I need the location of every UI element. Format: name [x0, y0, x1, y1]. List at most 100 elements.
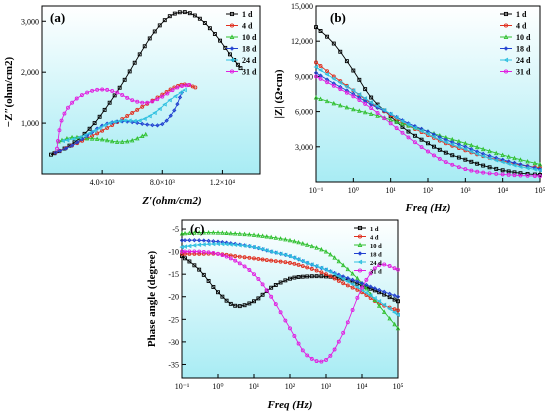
data-point	[168, 113, 173, 118]
data-point	[242, 255, 247, 260]
data-point	[264, 288, 269, 293]
data-point	[97, 125, 102, 131]
data-point	[300, 241, 306, 246]
data-point	[192, 251, 197, 256]
data-point	[382, 262, 387, 267]
data-point	[372, 288, 377, 293]
data-point	[309, 274, 314, 279]
data-point	[437, 156, 442, 161]
data-point	[475, 161, 480, 166]
data-point	[252, 272, 256, 277]
legend: 1 d 4 d10 d 18 d24 d 31 d	[354, 225, 382, 276]
x-tick-label: 10⁴	[357, 382, 368, 391]
x-tick-label: 10⁴	[497, 186, 508, 195]
data-point	[344, 104, 350, 110]
x-tick-label: 10²	[285, 382, 296, 391]
series-line	[315, 72, 541, 170]
y-tick-label: 1,000	[21, 119, 39, 128]
data-point	[351, 94, 356, 99]
data-point	[114, 139, 120, 144]
data-point	[235, 62, 240, 67]
series-line	[181, 243, 399, 316]
data-point	[218, 38, 223, 43]
data-point	[345, 283, 350, 288]
data-point	[120, 92, 125, 97]
data-point	[175, 101, 180, 107]
data-point	[69, 143, 75, 148]
data-point	[180, 84, 184, 88]
data-point	[157, 23, 162, 28]
data-point	[355, 281, 360, 286]
data-point	[228, 301, 233, 306]
data-point	[186, 243, 192, 249]
data-point	[309, 262, 314, 267]
legend-entry: 4 d	[516, 22, 527, 31]
data-point	[251, 244, 256, 250]
data-point	[207, 26, 212, 31]
data-point	[202, 21, 207, 25]
data-point	[179, 238, 185, 243]
data-point	[314, 245, 319, 250]
x-tick-label: 10³	[460, 186, 471, 195]
data-point	[372, 296, 377, 301]
data-point	[167, 97, 172, 103]
data-point	[95, 87, 100, 92]
data-point	[375, 103, 380, 109]
data-point	[345, 275, 350, 281]
data-point	[152, 29, 157, 34]
series-line	[56, 84, 190, 149]
data-point	[377, 290, 382, 295]
data-point	[331, 100, 337, 106]
data-point	[197, 249, 202, 254]
data-point	[112, 93, 117, 98]
legend-entry: 31 d	[242, 68, 257, 77]
panel-a-plot-area	[41, 5, 261, 175]
data-point	[376, 303, 382, 308]
data-point	[377, 287, 382, 293]
data-point	[309, 266, 314, 271]
data-point	[110, 89, 115, 93]
data-point	[338, 84, 343, 90]
data-point	[247, 268, 252, 272]
data-point	[125, 95, 130, 100]
data-point	[92, 121, 97, 126]
data-point	[252, 256, 256, 261]
data-point	[300, 348, 305, 353]
data-point	[232, 231, 238, 236]
legend-entry: 1 d	[516, 10, 527, 19]
data-point	[487, 165, 492, 170]
data-point	[64, 137, 70, 143]
data-point	[319, 246, 324, 252]
data-point	[135, 99, 140, 104]
data-point	[115, 90, 120, 95]
data-point	[107, 100, 112, 105]
data-point	[392, 293, 397, 298]
legend-entry: 1 d	[370, 226, 379, 233]
data-point	[392, 321, 397, 327]
x-tick-label: 10³	[321, 382, 332, 391]
data-point	[369, 106, 374, 111]
data-point	[247, 231, 252, 237]
data-point	[273, 250, 278, 255]
data-point	[336, 278, 341, 283]
data-point	[95, 131, 100, 136]
legend-marker	[229, 34, 235, 40]
data-point	[160, 92, 165, 97]
data-point	[212, 32, 217, 36]
data-point	[392, 307, 397, 312]
data-point	[532, 167, 537, 172]
data-point	[469, 159, 474, 164]
data-point	[147, 113, 152, 119]
data-point	[305, 353, 310, 358]
data-point	[375, 113, 380, 118]
data-point	[325, 69, 330, 74]
data-point	[372, 297, 378, 302]
data-point	[525, 165, 530, 171]
data-point	[395, 312, 400, 318]
y-tick-label: -35	[168, 360, 179, 369]
data-point	[328, 274, 333, 279]
data-point	[100, 87, 105, 92]
data-point	[350, 88, 356, 93]
data-point	[283, 318, 288, 323]
y-tick-label: -10	[168, 248, 179, 257]
